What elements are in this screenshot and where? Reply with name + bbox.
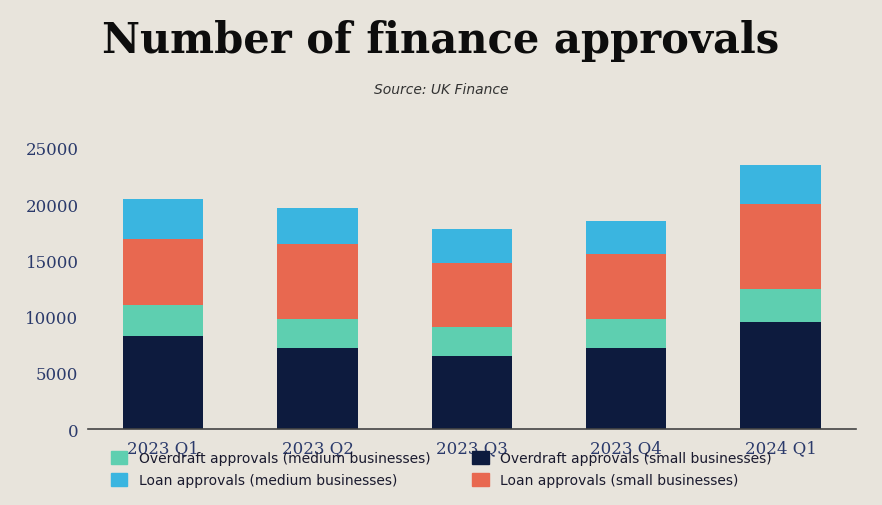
Bar: [123, 306, 204, 336]
Bar: [123, 336, 204, 429]
Bar: [123, 199, 204, 239]
Bar: [432, 327, 512, 357]
Text: Number of finance approvals: Number of finance approvals: [102, 20, 780, 62]
Bar: [278, 319, 358, 348]
Bar: [432, 357, 512, 429]
Bar: [740, 166, 820, 205]
Legend: Overdraft approvals (medium businesses), Loan approvals (medium businesses), Ove: Overdraft approvals (medium businesses),…: [105, 446, 777, 493]
Bar: [432, 263, 512, 327]
Text: Source: UK Finance: Source: UK Finance: [374, 83, 508, 97]
Bar: [586, 348, 666, 429]
Bar: [740, 205, 820, 289]
Bar: [586, 319, 666, 348]
Bar: [278, 348, 358, 429]
Bar: [123, 239, 204, 306]
Bar: [586, 222, 666, 254]
Bar: [278, 208, 358, 244]
Bar: [432, 229, 512, 263]
Bar: [586, 254, 666, 319]
Bar: [740, 289, 820, 323]
Bar: [740, 323, 820, 429]
Bar: [278, 244, 358, 319]
